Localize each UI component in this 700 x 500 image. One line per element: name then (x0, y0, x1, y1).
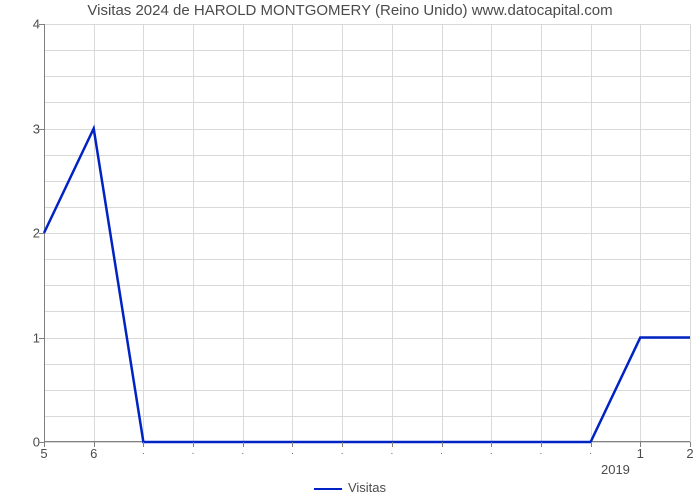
line-chart: Visitas 2024 de HAROLD MONTGOMERY (Reino… (0, 0, 700, 500)
x-tick-label: 1 (637, 446, 644, 461)
x-minor-tick-label: . (589, 446, 592, 457)
x-minor-tick-mark (243, 442, 244, 447)
x-tick-mark (94, 442, 95, 447)
x-tick-mark (690, 442, 691, 447)
y-tick-mark (39, 338, 44, 339)
x-minor-tick-label: . (142, 446, 145, 457)
x-tick-mark (640, 442, 641, 447)
x-tick-label: 5 (40, 446, 47, 461)
grid-line-vertical (690, 24, 691, 442)
y-tick-label: 0 (10, 435, 40, 450)
legend-label: Visitas (348, 480, 386, 495)
legend: Visitas (0, 480, 700, 495)
y-tick-mark (39, 24, 44, 25)
x-minor-tick-label: . (291, 446, 294, 457)
y-tick-label: 1 (10, 330, 40, 345)
x-minor-tick-label: . (390, 446, 393, 457)
x-minor-tick-mark (591, 442, 592, 447)
x-tick-label: 6 (90, 446, 97, 461)
x-minor-tick-mark (442, 442, 443, 447)
x-minor-tick-mark (392, 442, 393, 447)
x-minor-tick-mark (342, 442, 343, 447)
y-tick-mark (39, 129, 44, 130)
x-minor-tick-label: . (192, 446, 195, 457)
series-svg (44, 24, 690, 442)
y-tick-mark (39, 233, 44, 234)
x-minor-tick-mark (292, 442, 293, 447)
x-minor-tick-label: . (440, 446, 443, 457)
x-minor-tick-mark (541, 442, 542, 447)
x-minor-tick-label: . (490, 446, 493, 457)
y-tick-label: 2 (10, 226, 40, 241)
legend-swatch (314, 488, 342, 490)
x-tick-label: 2 (686, 446, 693, 461)
x-year-label: 2019 (601, 462, 630, 477)
x-minor-tick-mark (193, 442, 194, 447)
x-minor-tick-mark (491, 442, 492, 447)
chart-title: Visitas 2024 de HAROLD MONTGOMERY (Reino… (0, 2, 700, 19)
y-tick-label: 4 (10, 17, 40, 32)
series-line (44, 129, 690, 443)
x-tick-mark (44, 442, 45, 447)
y-tick-label: 3 (10, 121, 40, 136)
x-minor-tick-label: . (241, 446, 244, 457)
x-minor-tick-mark (143, 442, 144, 447)
x-minor-tick-label: . (341, 446, 344, 457)
plot-area (44, 24, 690, 442)
x-minor-tick-label: . (540, 446, 543, 457)
